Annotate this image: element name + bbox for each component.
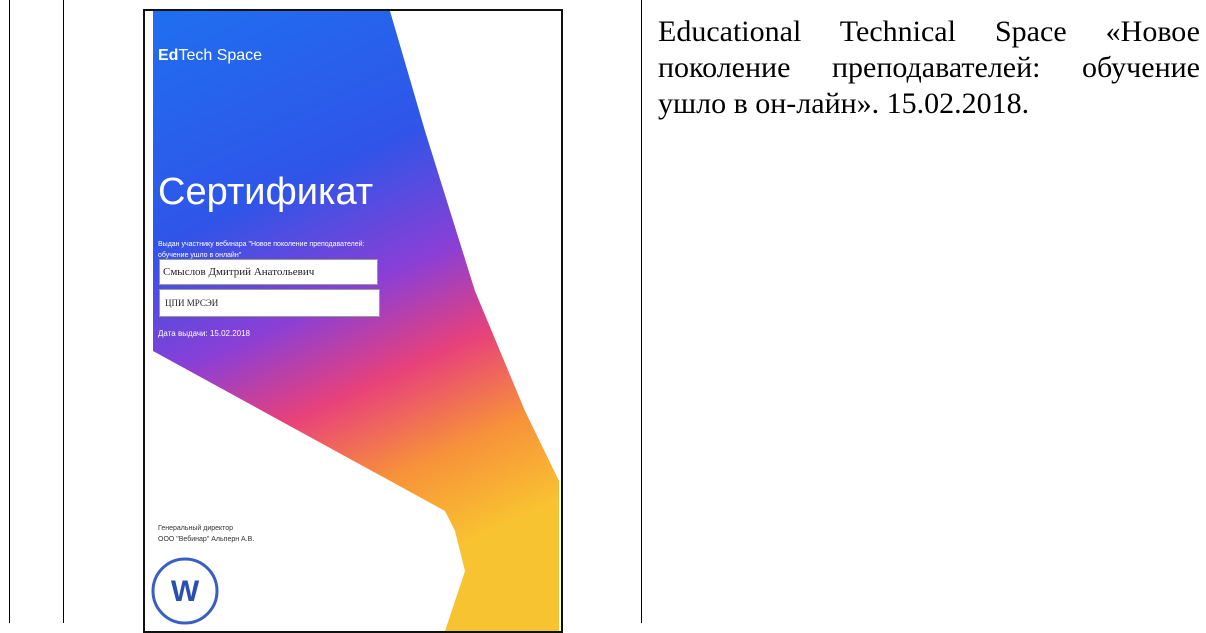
caption: Educational Technical Space «Новое покол…: [658, 15, 1200, 120]
brand: EdTech Space: [158, 47, 263, 64]
issued-to: Выдан участнику вебинара "Новое поколени…: [158, 241, 365, 259]
recipient: Смыслов Дмитрий Анатольевич: [159, 259, 378, 285]
table-border: [9, 0, 10, 623]
svg-text:W: W: [171, 575, 200, 608]
organization: ЦПИ МРСЭИ: [159, 289, 380, 317]
cert-title: Сертификат: [158, 171, 374, 213]
table-border: [63, 0, 64, 623]
table-border: [641, 0, 642, 623]
certificate-image: W EdTech Space Сертификат Выдан участник…: [143, 9, 563, 633]
signer: ООО "Вебинар" Альперн А.В.: [158, 536, 255, 543]
signer-title: Генеральный директор: [158, 525, 234, 532]
issue-date: Дата выдачи: 15.02.2018: [158, 329, 250, 338]
